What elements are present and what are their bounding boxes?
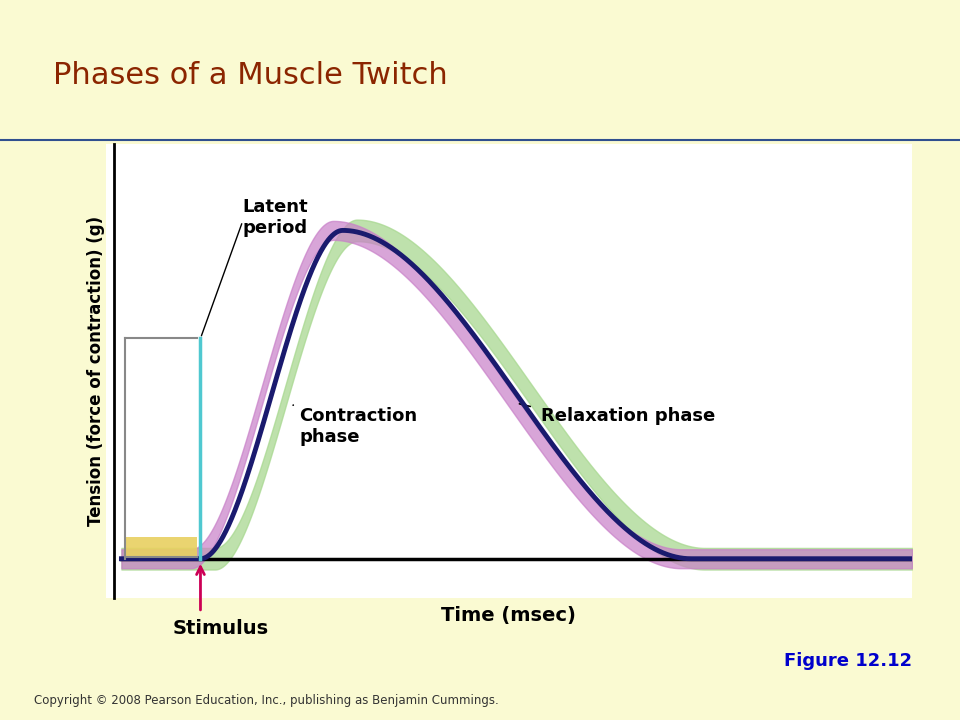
Text: Copyright © 2008 Pearson Education, Inc., publishing as Benjamin Cummings.: Copyright © 2008 Pearson Education, Inc.… — [34, 694, 498, 707]
X-axis label: Time (msec): Time (msec) — [442, 606, 576, 625]
Text: Stimulus: Stimulus — [173, 619, 269, 638]
Text: Contraction
phase: Contraction phase — [300, 407, 418, 446]
Text: Figure 12.12: Figure 12.12 — [784, 652, 912, 670]
Bar — [126, 537, 197, 561]
Text: Latent
period: Latent period — [243, 199, 308, 237]
Y-axis label: Tension (force of contraction) (g): Tension (force of contraction) (g) — [87, 216, 106, 526]
Text: Relaxation phase: Relaxation phase — [541, 407, 715, 425]
Text: Phases of a Muscle Twitch: Phases of a Muscle Twitch — [53, 61, 447, 90]
